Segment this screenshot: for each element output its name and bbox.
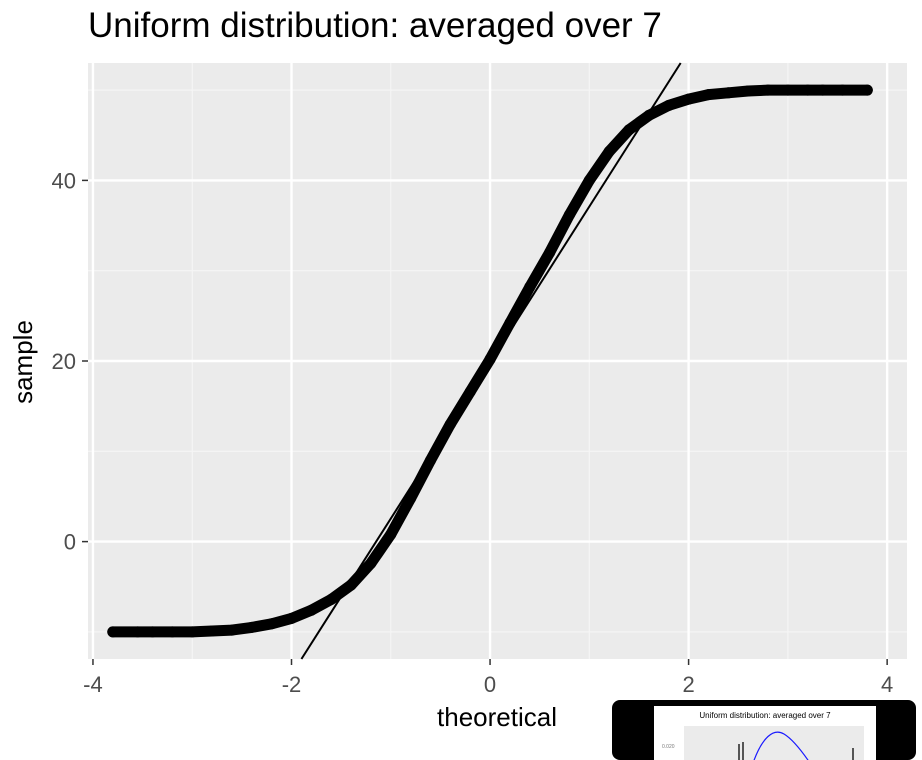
- data-point: [524, 281, 536, 293]
- data-point: [817, 84, 829, 96]
- thumbnail-preview[interactable]: Uniform distribution: averaged over 7 0.…: [612, 700, 916, 760]
- data-point: [365, 557, 377, 569]
- data-point: [603, 145, 615, 157]
- x-tick-label: -2: [282, 672, 302, 697]
- data-point: [643, 109, 655, 121]
- data-point: [345, 579, 357, 591]
- thumbnail-tick-label: 0.020: [662, 744, 675, 750]
- data-point: [782, 84, 794, 96]
- x-axis-title: theoretical: [437, 702, 557, 732]
- data-point: [424, 454, 436, 466]
- y-tick-label: 40: [52, 168, 76, 193]
- x-tick-label: 0: [484, 672, 496, 697]
- data-point: [305, 604, 317, 616]
- data-point: [742, 85, 754, 97]
- x-tick-label: -4: [83, 672, 103, 697]
- data-point: [286, 612, 298, 624]
- data-point: [132, 626, 144, 638]
- chart-title: Uniform distribution: averaged over 7: [88, 6, 662, 45]
- thumbnail-density-curve: [753, 731, 809, 760]
- thumbnail-title: Uniform distribution: averaged over 7: [699, 711, 831, 720]
- data-point: [836, 84, 848, 96]
- data-point: [405, 492, 417, 504]
- data-point: [663, 99, 675, 111]
- data-point: [107, 626, 119, 638]
- data-point: [544, 247, 556, 259]
- data-point: [266, 618, 278, 630]
- data-point: [583, 174, 595, 186]
- data-point: [444, 418, 456, 430]
- y-tick-label: 0: [64, 530, 76, 555]
- x-tick-label: 4: [881, 672, 893, 697]
- data-point: [504, 317, 516, 329]
- thumbnail-bar: [738, 744, 740, 760]
- data-point: [802, 84, 814, 96]
- data-point: [702, 89, 714, 101]
- thumbnail-drawing: [738, 731, 854, 760]
- x-tick-label: 2: [682, 672, 694, 697]
- data-point: [147, 626, 159, 638]
- data-point: [623, 124, 635, 136]
- data-point: [762, 84, 774, 96]
- y-tick-label: 20: [52, 349, 76, 374]
- data-point: [325, 593, 337, 605]
- data-point: [186, 626, 198, 638]
- data-point: [385, 528, 397, 540]
- y-axis-title: sample: [8, 320, 38, 404]
- data-point: [464, 386, 476, 398]
- data-point: [484, 353, 496, 365]
- data-point: [166, 626, 178, 638]
- points-layer: [107, 84, 873, 638]
- data-point: [683, 93, 695, 105]
- data-point: [722, 87, 734, 99]
- data-point: [563, 209, 575, 221]
- data-point: [861, 84, 873, 96]
- data-point: [226, 624, 238, 636]
- thumbnail-bar: [742, 742, 744, 760]
- data-point: [246, 621, 258, 633]
- data-point: [206, 625, 218, 637]
- thumbnail-screen: Uniform distribution: averaged over 7 0.…: [654, 706, 876, 760]
